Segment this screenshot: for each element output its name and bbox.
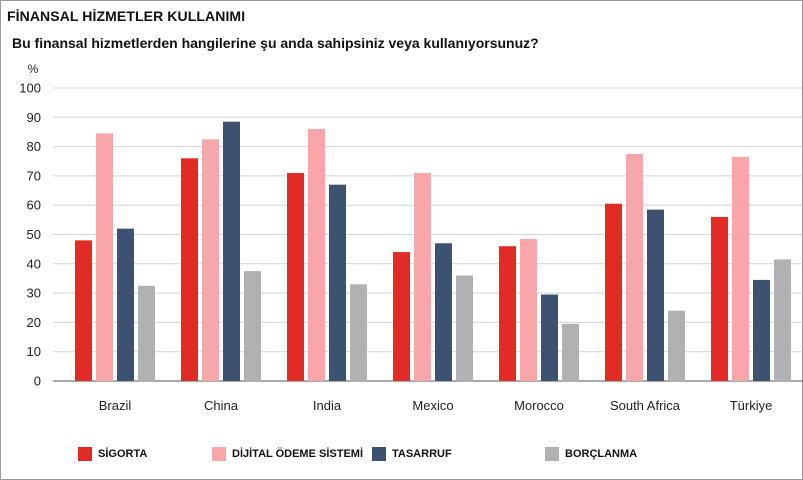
y-tick-label: 30 (27, 286, 41, 301)
x-tick-label: China (204, 398, 239, 413)
y-tick-label: 70 (27, 168, 41, 183)
x-tick-label: India (313, 398, 342, 413)
bar (605, 203, 622, 381)
bar (138, 285, 155, 381)
bar (668, 310, 685, 381)
bar (711, 216, 728, 381)
bar (223, 121, 240, 381)
bar (181, 158, 198, 381)
bar (308, 129, 325, 381)
bar (202, 139, 219, 381)
chart-title: FİNANSAL HİZMETLER KULLANIMI (7, 8, 246, 24)
bar (244, 271, 261, 381)
x-tick-label: Mexico (412, 398, 453, 413)
y-tick-label: 100 (19, 81, 41, 96)
bar (329, 184, 346, 381)
legend-swatch-dijital-odeme (212, 447, 226, 461)
y-tick-label: 50 (27, 227, 41, 242)
y-axis-unit: % (28, 62, 39, 76)
x-tick-label: Brazil (99, 398, 132, 413)
y-tick-label: 10 (27, 344, 41, 359)
bar (75, 240, 92, 381)
y-tick-label: 80 (27, 139, 41, 154)
bar (499, 246, 516, 381)
legend-label-dijital-odeme: DİJİTAL ÖDEME SİSTEMİ (232, 448, 363, 460)
bar (456, 275, 473, 381)
legend-item-dijital-odeme: DİJİTAL ÖDEME SİSTEMİ (212, 447, 363, 461)
bar (774, 259, 791, 381)
bar (562, 323, 579, 381)
bar (647, 209, 664, 381)
legend-swatch-tasarruf (372, 447, 386, 461)
bar (541, 294, 558, 381)
bar (117, 228, 134, 381)
legend-label-tasarruf: TASARRUF (392, 448, 452, 460)
legend-item-borclanma: BORÇLANMA (545, 447, 637, 461)
bar (393, 252, 410, 381)
x-tick-label: Türkiye (730, 398, 773, 413)
bar (626, 153, 643, 381)
legend-item-sigorta: SİGORTA (78, 447, 147, 461)
legend-item-tasarruf: TASARRUF (372, 447, 452, 461)
legend-swatch-sigorta (78, 447, 92, 461)
legend-swatch-borclanma (545, 447, 559, 461)
bar (732, 156, 749, 381)
bar (435, 243, 452, 381)
y-tick-label: 20 (27, 315, 41, 330)
y-tick-label: 90 (27, 110, 41, 125)
bar (520, 238, 537, 381)
bar (350, 284, 367, 381)
legend-label-borclanma: BORÇLANMA (565, 448, 638, 460)
bar (96, 133, 113, 381)
y-tick-label: 60 (27, 198, 41, 213)
bar (287, 172, 304, 381)
legend-label-sigorta: SİGORTA (98, 448, 148, 460)
x-tick-label: South Africa (610, 398, 681, 413)
y-tick-label: 40 (27, 256, 41, 271)
x-tick-label: Morocco (514, 398, 564, 413)
chart-subtitle: Bu finansal hizmetlerden hangilerine şu … (12, 35, 539, 51)
y-tick-label: 0 (34, 374, 41, 389)
bar-chart: % 0 10 20 30 40 50 60 70 80 90 100 Brazil China India M… (19, 62, 803, 413)
bar (414, 172, 431, 381)
bar (753, 279, 770, 381)
